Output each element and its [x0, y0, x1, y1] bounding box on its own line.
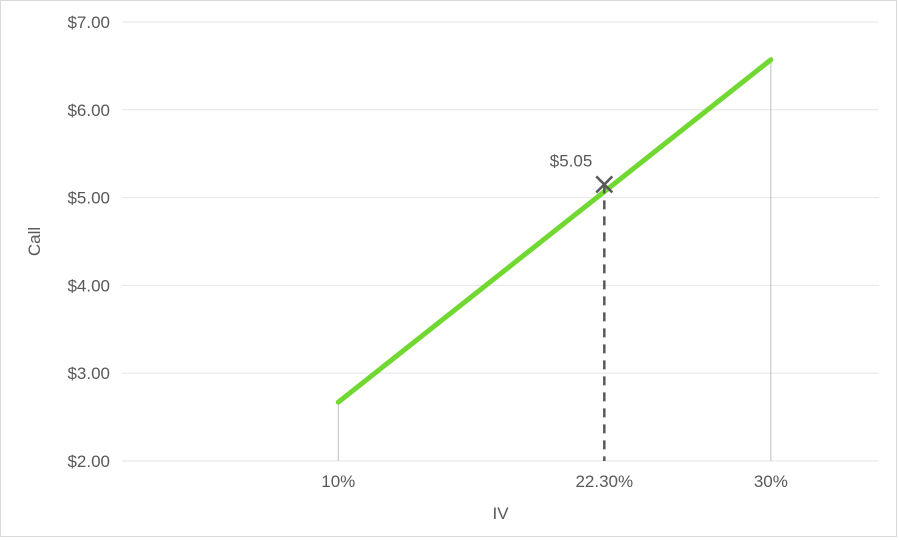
x-tick-label: 22.30% — [575, 472, 633, 491]
x-tick-label: 30% — [754, 472, 788, 491]
y-tick-label: $5.00 — [67, 189, 110, 208]
y-tick-label: $2.00 — [67, 452, 110, 471]
chart-frame: $2.00 $3.00 $4.00 $5.00 $6.00 $7.00 10% 22.30% 3… — [0, 0, 897, 537]
y-tick-label: $4.00 — [67, 276, 110, 295]
marker-label: $5.05 — [550, 151, 593, 170]
y-tick-label: $6.00 — [67, 101, 110, 120]
y-tick-label: $7.00 — [67, 13, 110, 32]
y-tick-label: $3.00 — [67, 364, 110, 383]
x-tick-label: 10% — [321, 472, 355, 491]
x-axis-label: IV — [492, 504, 509, 523]
series-line — [338, 60, 771, 402]
line-chart: $2.00 $3.00 $4.00 $5.00 $6.00 $7.00 10% 22.30% 3… — [1, 1, 899, 540]
y-axis-label: Call — [25, 227, 44, 256]
